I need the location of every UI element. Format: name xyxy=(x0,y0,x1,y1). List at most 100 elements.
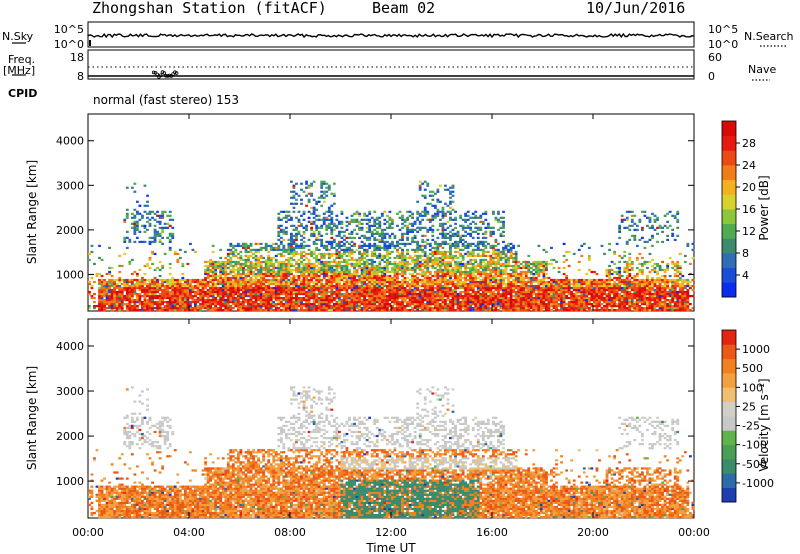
power-cell xyxy=(325,262,329,266)
power-cell xyxy=(360,294,364,298)
power-cell xyxy=(411,212,415,215)
power-cell xyxy=(279,236,283,239)
power-cell xyxy=(401,278,404,282)
power-cell xyxy=(239,254,243,258)
power-cell xyxy=(186,308,190,312)
freq-trace xyxy=(88,66,694,79)
power-cell xyxy=(406,228,409,231)
power-cell xyxy=(406,294,409,298)
power-cell xyxy=(370,292,374,296)
power-cell xyxy=(396,304,399,308)
power-cell xyxy=(161,242,165,246)
power-cell xyxy=(380,298,384,302)
power-cell xyxy=(108,296,112,300)
power-cell xyxy=(368,288,372,292)
power-cell xyxy=(388,298,392,302)
power-cell xyxy=(459,234,462,237)
power-cell xyxy=(189,284,192,288)
power-cell xyxy=(428,220,432,223)
power-cell xyxy=(322,298,326,302)
power-cell xyxy=(277,294,281,298)
power-cell xyxy=(476,232,480,235)
power-cell xyxy=(466,246,470,250)
power-cell xyxy=(469,244,473,248)
power-cell xyxy=(264,304,268,308)
power-cell xyxy=(431,234,435,237)
power-cell xyxy=(363,296,367,300)
power-cell xyxy=(123,220,127,223)
power-cell xyxy=(360,228,364,231)
power-cell xyxy=(408,286,412,290)
power-cell xyxy=(279,302,283,306)
power-cell xyxy=(350,256,354,260)
power-cell xyxy=(426,264,430,268)
power-cell xyxy=(492,294,495,298)
power-cell xyxy=(128,260,132,264)
power-cell xyxy=(348,220,351,223)
power-cell xyxy=(486,286,490,290)
power-cell xyxy=(239,300,243,304)
power-cell xyxy=(206,302,210,306)
power-cell xyxy=(330,218,334,221)
power-cell xyxy=(312,198,316,201)
power-cell xyxy=(411,222,415,225)
power-cell xyxy=(282,302,286,306)
power-cell xyxy=(337,264,341,268)
power-cell xyxy=(385,262,389,266)
power-cell xyxy=(343,264,346,268)
power-cell xyxy=(284,232,288,235)
power-cell xyxy=(391,304,394,308)
power-cell xyxy=(284,264,288,268)
power-cell xyxy=(423,264,427,268)
power-cell xyxy=(345,288,349,292)
power-cell xyxy=(456,282,460,286)
power-cell xyxy=(489,280,493,284)
power-cell xyxy=(446,266,450,270)
power-cell xyxy=(103,286,106,290)
power-cell xyxy=(302,230,306,233)
power-cell xyxy=(449,246,452,250)
power-cell xyxy=(353,272,356,276)
power-cell xyxy=(360,298,364,302)
power-cell xyxy=(181,290,185,294)
power-cell xyxy=(221,288,225,292)
power-cell xyxy=(274,302,278,306)
power-cell xyxy=(481,252,485,256)
power-cell xyxy=(282,254,286,258)
power-cell xyxy=(481,236,485,239)
power-cell xyxy=(380,234,384,237)
power-cell xyxy=(444,232,447,235)
power-cell xyxy=(441,208,445,211)
power-cell xyxy=(337,290,341,294)
power-cell xyxy=(413,266,417,270)
power-cell xyxy=(135,222,139,225)
power-cell xyxy=(234,250,238,254)
power-cell xyxy=(229,244,233,248)
power-cell xyxy=(363,262,367,266)
power-cell xyxy=(153,276,157,280)
power-cell xyxy=(502,216,505,219)
power-cell xyxy=(484,302,488,306)
power-cell xyxy=(242,264,245,268)
power-cell xyxy=(135,286,139,290)
power-cell xyxy=(219,292,223,296)
power-cell xyxy=(239,308,243,312)
power-cell xyxy=(335,242,339,246)
power-cell xyxy=(481,290,485,294)
power-cell xyxy=(325,292,329,296)
power-cell xyxy=(459,214,462,217)
power-cell xyxy=(252,288,255,292)
power-cell xyxy=(194,294,197,298)
power-cell xyxy=(183,292,187,296)
power-cell xyxy=(257,290,260,294)
power-cell xyxy=(370,258,374,262)
power-cell xyxy=(401,218,404,221)
power-cell xyxy=(297,308,301,312)
power-cell xyxy=(315,282,319,286)
power-cell xyxy=(388,288,392,292)
power-cell xyxy=(262,300,266,304)
power-cell xyxy=(196,284,200,288)
power-cell xyxy=(242,306,245,310)
power-cell xyxy=(335,282,339,286)
power-cell xyxy=(236,290,240,294)
